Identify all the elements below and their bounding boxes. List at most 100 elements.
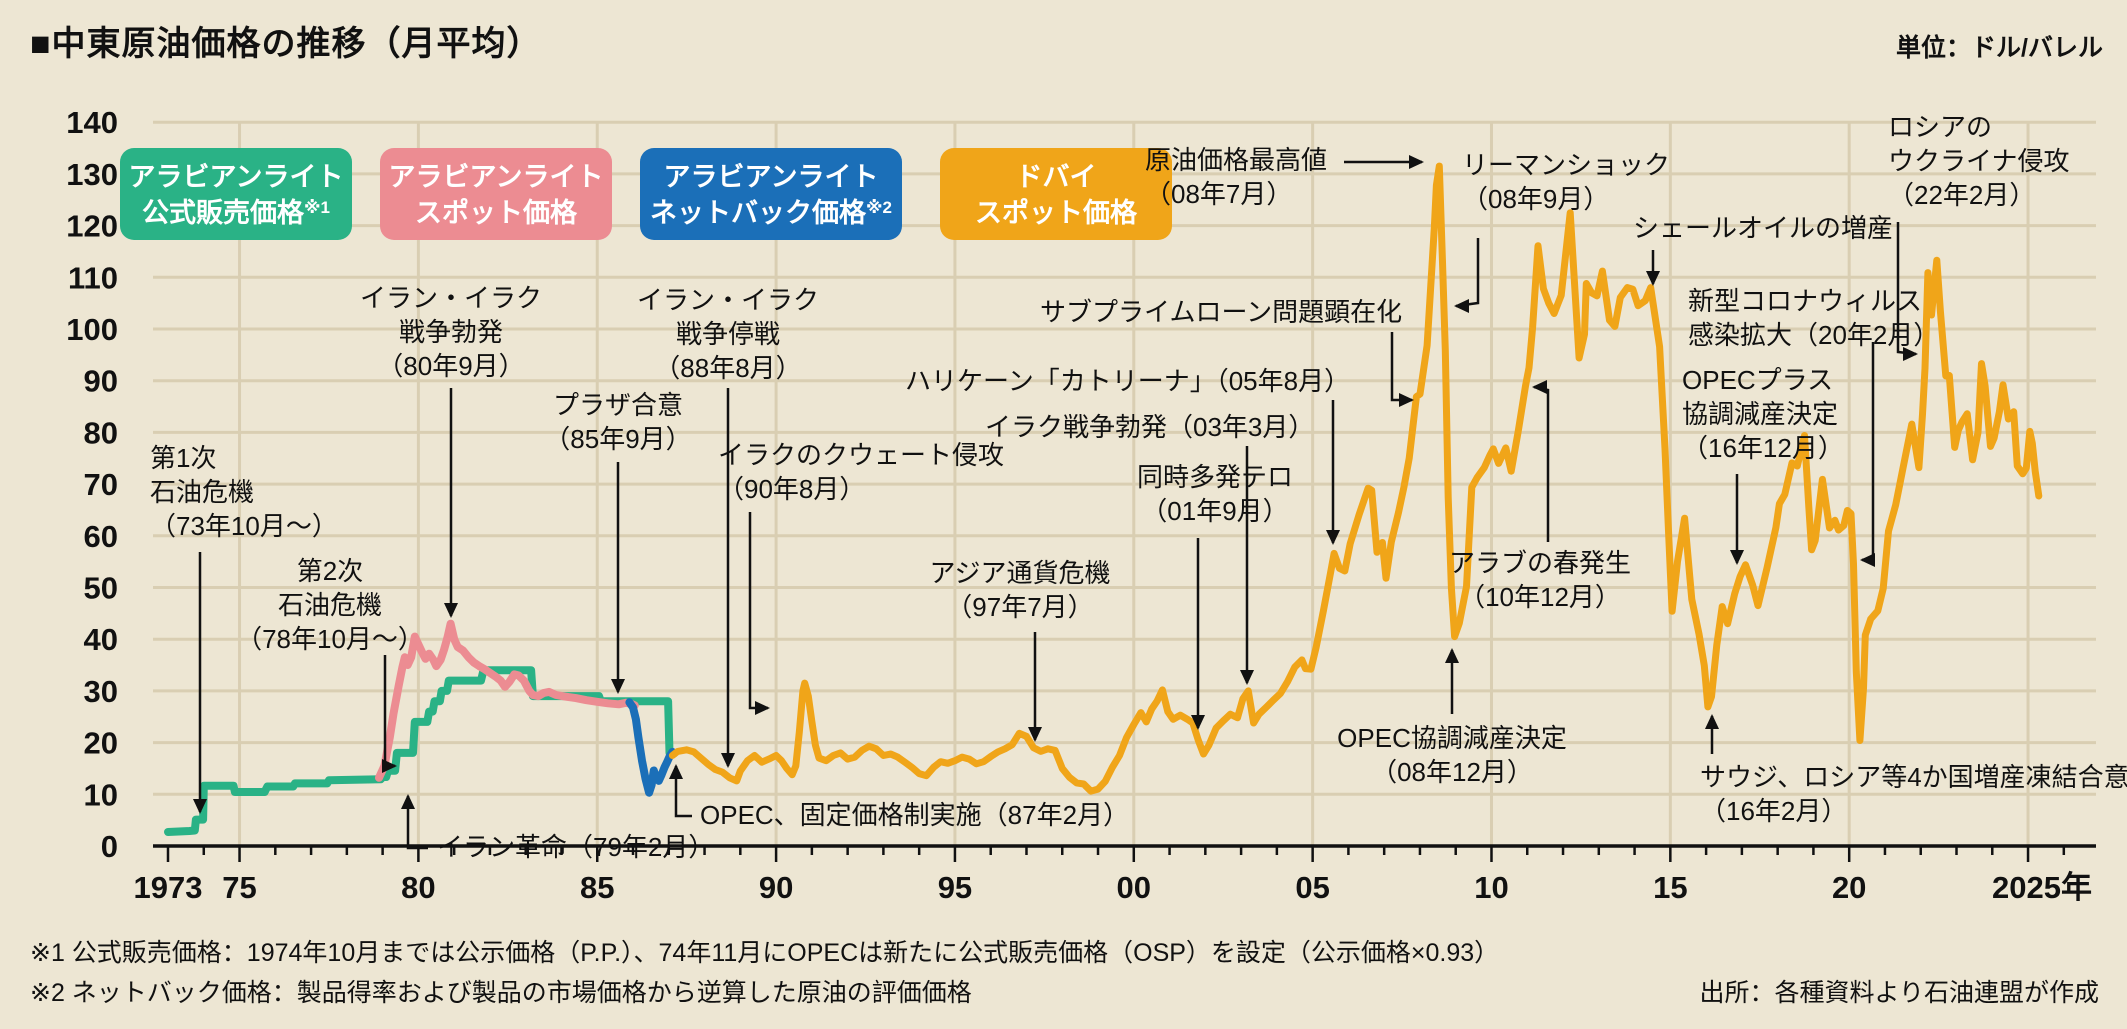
svg-text:ドバイ: ドバイ — [1016, 162, 1097, 192]
svg-text:イラク戦争勃発（03年3月）: イラク戦争勃発（03年3月） — [985, 412, 1314, 442]
series-dubai-line — [668, 162, 2043, 795]
arrowhead-iraq-war-start — [1240, 670, 1254, 685]
svg-text:0: 0 — [101, 829, 118, 864]
svg-text:OPEC、固定価格制実施（87年2月）: OPEC、固定価格制実施（87年2月） — [700, 800, 1129, 830]
annotation-subprime-crisis: サブプライムローン問題顕在化 — [1040, 297, 1414, 407]
annotation-price-peak: 原油価格最高値 （08年7月） — [1145, 145, 1424, 209]
svg-text:75: 75 — [222, 870, 256, 905]
page-title: ■中東原油価格の推移（月平均） — [30, 25, 542, 63]
footnote-2: ※2 ネットバック価格：製品得率および製品の市場価格から逆算した原油の評価価格 — [30, 979, 972, 1007]
annotation-september-11: 同時多発テロ （01年9月） — [1137, 462, 1293, 730]
annotation-asian-currency-crisis: アジア通貨危機 （97年7月） — [930, 558, 1111, 742]
svg-text:1973: 1973 — [134, 870, 203, 905]
svg-text:130: 130 — [66, 157, 118, 192]
annotation-iran-iraq-war-start: イラン・イラク戦争勃発 （80年9月） — [360, 283, 542, 618]
svg-text:2025年: 2025年 — [1992, 870, 2092, 905]
svg-text:シェールオイルの増産: シェールオイルの増産 — [1633, 213, 1893, 243]
svg-text:10: 10 — [1474, 870, 1508, 905]
svg-text:OPEC協調減産決定: OPEC協調減産決定 — [1337, 723, 1567, 753]
svg-text:110: 110 — [68, 260, 118, 295]
unit-label: 単位：ドル/バレル — [1896, 34, 2103, 62]
arrowhead-shale-oil — [1646, 271, 1660, 286]
svg-text:感染拡大（20年2月）: 感染拡大（20年2月） — [1688, 320, 1939, 350]
arrowhead-opec-plus-cut — [1730, 550, 1744, 565]
svg-text:（08年12月）: （08年12月） — [1371, 757, 1533, 787]
svg-text:第1次: 第1次 — [150, 443, 216, 473]
svg-text:（08年9月）: （08年9月） — [1462, 184, 1609, 214]
arrowhead-arab-spring — [1532, 380, 1547, 394]
svg-text:80: 80 — [84, 415, 118, 450]
svg-text:80: 80 — [401, 870, 435, 905]
svg-text:（73年10月～）: （73年10月～） — [150, 511, 338, 541]
x-axis-labels: 1973 75 80 85 90 95 00 05 10 15 20 2025年 — [134, 870, 2093, 905]
arrowhead-september-11 — [1191, 715, 1205, 730]
svg-text:（16年2月）: （16年2月） — [1700, 796, 1847, 826]
svg-text:イラン・イラク: イラン・イラク — [360, 283, 542, 313]
svg-text:（08年7月）: （08年7月） — [1145, 179, 1292, 209]
svg-text:アラビアンライト: アラビアンライト — [389, 162, 604, 192]
svg-text:10: 10 — [84, 777, 118, 812]
annotation-iraq-war-start: イラク戦争勃発（03年3月） — [985, 412, 1314, 685]
svg-text:85: 85 — [580, 870, 614, 905]
annotation-iraq-kuwait-invasion: イラクのクウェート侵攻 （90年8月） — [718, 440, 1004, 715]
svg-text:（88年8月）: （88年8月） — [654, 353, 801, 383]
svg-text:プラザ合意: プラザ合意 — [553, 390, 683, 420]
svg-text:アラブの春発生: アラブの春発生 — [1449, 548, 1631, 578]
arrowhead-lehman-shock — [1454, 299, 1469, 313]
arrowhead-oil-crisis-1 — [193, 799, 207, 814]
svg-text:20: 20 — [1832, 870, 1866, 905]
svg-text:95: 95 — [938, 870, 972, 905]
svg-text:公式販売価格※1: 公式販売価格※1 — [142, 198, 330, 228]
svg-text:20: 20 — [84, 726, 118, 761]
svg-text:石油危機: 石油危機 — [150, 477, 254, 507]
svg-text:スポット価格: スポット価格 — [415, 198, 578, 228]
svg-text:イラン革命（79年2月）: イラン革命（79年2月） — [437, 832, 714, 862]
annotation-lehman-shock: リーマンショック （08年9月） — [1454, 150, 1670, 313]
annotation-opec-fixed-price: OPEC、固定価格制実施（87年2月） — [669, 764, 1129, 830]
arrowhead-iraq-kuwait-invasion — [755, 701, 770, 715]
arrowhead-iran-iraq-war-start — [444, 603, 458, 618]
legend: アラビアンライト公式販売価格※1アラビアンライトスポット価格アラビアンライトネッ… — [120, 148, 1172, 240]
series-netback-line — [625, 698, 677, 797]
arrowhead-iran-iraq-war-end — [721, 753, 735, 768]
arrowhead-iran-revolution — [401, 794, 415, 809]
svg-text:イラクのクウェート侵攻: イラクのクウェート侵攻 — [718, 440, 1004, 470]
svg-text:スポット価格: スポット価格 — [975, 198, 1138, 228]
annotation-hurricane-katrina: ハリケーン「カトリーナ」（05年8月） — [905, 366, 1350, 545]
arrowhead-opec-fixed-price — [669, 764, 683, 779]
svg-text:アジア通貨危機: アジア通貨危機 — [930, 558, 1111, 588]
svg-text:OPECプラス: OPECプラス — [1682, 365, 1833, 395]
svg-text:120: 120 — [66, 209, 118, 244]
svg-text:（78年10月～）: （78年10月～） — [236, 624, 424, 654]
footnote-1: ※1 公式販売価格：1974年10月までは公示価格（P.P.）、74年11月にO… — [30, 939, 1500, 967]
svg-text:（10年12月）: （10年12月） — [1459, 582, 1621, 612]
svg-text:原油価格最高値: 原油価格最高値 — [1145, 145, 1327, 175]
svg-text:90: 90 — [84, 364, 118, 399]
svg-text:同時多発テロ: 同時多発テロ — [1137, 462, 1293, 492]
svg-text:（90年8月）: （90年8月） — [718, 474, 865, 504]
annotation-arab-spring: アラブの春発生 （10年12月） — [1449, 380, 1631, 612]
svg-text:70: 70 — [84, 467, 118, 502]
series-official-line — [164, 666, 679, 836]
svg-text:リーマンショック: リーマンショック — [1462, 150, 1670, 180]
svg-text:アラビアンライト: アラビアンライト — [129, 162, 344, 192]
svg-text:戦争停戦: 戦争停戦 — [676, 319, 780, 349]
arrowhead-plaza-accord — [611, 679, 625, 694]
svg-text:（16年12月）: （16年12月） — [1682, 433, 1844, 463]
arrowhead-opec-cut-2008 — [1445, 648, 1459, 663]
svg-text:60: 60 — [84, 519, 118, 554]
svg-text:戦争勃発: 戦争勃発 — [399, 317, 503, 347]
svg-text:100: 100 — [66, 312, 118, 347]
arrowhead-subprime-crisis — [1399, 393, 1414, 407]
svg-text:サウジ、ロシア等4か国増産凍結合意: サウジ、ロシア等4か国増産凍結合意 — [1700, 762, 2127, 792]
svg-text:（01年9月）: （01年9月） — [1141, 496, 1288, 526]
